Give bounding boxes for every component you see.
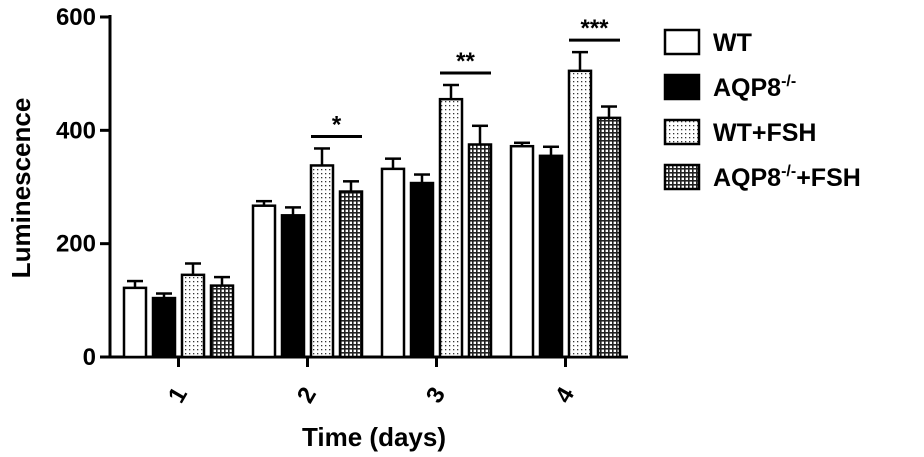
legend-swatch	[663, 118, 701, 146]
x-tick-label: 2	[292, 383, 322, 408]
bar	[209, 284, 235, 359]
y-tick-label: 600	[56, 4, 96, 31]
bar	[380, 167, 406, 359]
bar	[438, 97, 464, 359]
bar	[409, 181, 435, 359]
significance-label: **	[456, 48, 475, 75]
legend-swatch	[663, 73, 701, 101]
x-tick-label: 1	[163, 383, 193, 408]
legend: WT AQP8-/- WT+FSH AQP8-/-+FSH	[663, 28, 861, 192]
bar	[122, 286, 148, 359]
bar	[538, 154, 564, 359]
legend-label: AQP8-/-+FSH	[713, 163, 861, 192]
x-tick-label: 3	[421, 383, 451, 408]
legend-swatch	[663, 28, 701, 56]
bar	[596, 116, 622, 359]
bar	[338, 190, 364, 359]
y-tick-label: 200	[56, 231, 96, 258]
bar	[567, 69, 593, 359]
y-tick-label: 0	[83, 344, 96, 371]
legend-label: WT	[713, 29, 752, 57]
significance-label: ***	[580, 15, 609, 42]
bar	[151, 296, 177, 359]
bar	[467, 143, 493, 359]
x-tick-label: 4	[550, 382, 580, 408]
bar	[309, 164, 335, 359]
bar	[509, 144, 535, 359]
legend-label: WT+FSH	[713, 119, 816, 147]
bar	[280, 214, 306, 359]
y-axis-title: Luminescence	[6, 98, 36, 279]
significance-label: *	[332, 111, 342, 138]
bar	[180, 273, 206, 359]
x-axis-title: Time (days)	[302, 422, 446, 452]
legend-swatch	[663, 163, 701, 191]
legend-label: AQP8-/-	[713, 73, 796, 102]
y-tick-label: 400	[56, 117, 96, 144]
bar	[251, 204, 277, 359]
